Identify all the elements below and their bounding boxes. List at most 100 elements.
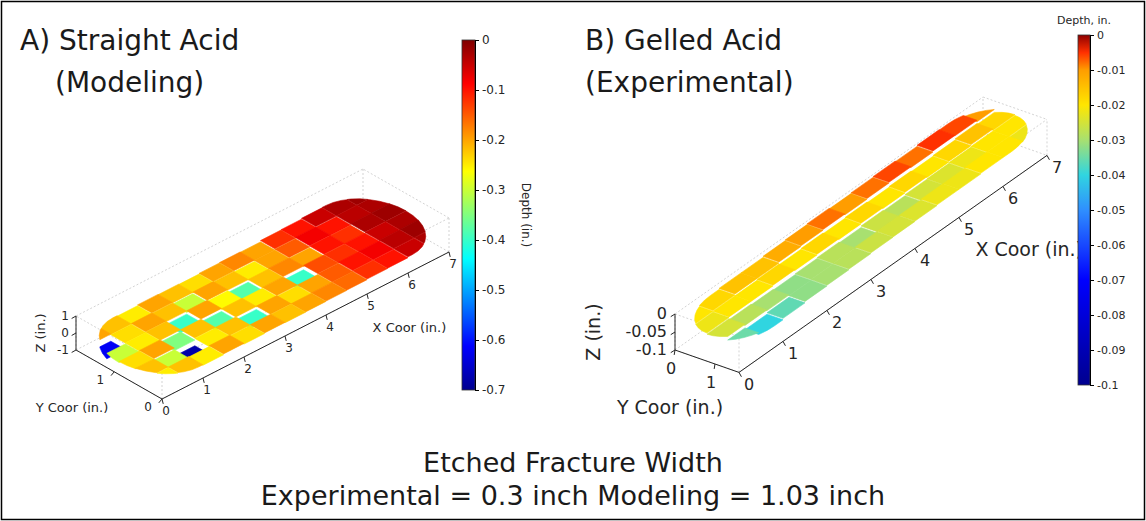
tick-mark [475, 390, 479, 391]
tick-label: 0 [61, 326, 69, 340]
axis-title: Y Coor (in.) [616, 396, 723, 418]
tick-label: 1 [61, 309, 69, 323]
tick-label: -0.6 [482, 333, 505, 347]
surface-cell [168, 357, 203, 373]
tick [783, 341, 785, 345]
tick-label: -0.1 [482, 83, 505, 97]
tick-label: 0 [144, 400, 152, 414]
box-edge [739, 336, 740, 372]
tick-label: 2 [832, 313, 842, 332]
colorbar-tick: -0.5 [475, 283, 505, 297]
box-edge [1047, 119, 1048, 155]
surface [695, 110, 1028, 341]
tick-mark [475, 340, 479, 341]
colorbar-tick: -0.05 [1090, 204, 1125, 217]
panel-title: A) Straight Acid [20, 24, 239, 57]
axis-title: Y Coor (in.) [35, 400, 109, 415]
tick-label: 1 [203, 383, 211, 397]
colorbar-tick: -0.2 [475, 133, 505, 147]
axes: 0123456701-101X Coor (in.)Y Coor (in.)Z … [33, 252, 457, 418]
tick [72, 316, 76, 318]
tick-label: -0.05 [626, 322, 667, 341]
frame [2, 2, 1145, 520]
axis-title: Z (in.) [582, 303, 604, 360]
tick [827, 310, 829, 314]
box-edge [739, 155, 1047, 372]
box [76, 169, 449, 399]
colorbar-tick: -0.01 [1090, 64, 1125, 77]
tick-label: 3 [876, 282, 886, 301]
tick-mark [1090, 35, 1094, 36]
tick-mark [1090, 70, 1094, 71]
figure: A) Straight Acid(Modeling)0123456701-101… [0, 0, 1146, 521]
panel-subtitle: (Modeling) [55, 66, 204, 99]
tick-label: 4 [920, 251, 930, 270]
tick-label: 0 [744, 375, 754, 394]
tick-mark [1090, 245, 1094, 246]
tick-label: 0 [657, 304, 667, 323]
box-edge [675, 350, 739, 372]
axis-title: X Coor (in.) [373, 320, 447, 335]
tick-label: -0.09 [1097, 344, 1125, 357]
panel: A) Straight Acid(Modeling)0123456701-101… [20, 24, 533, 418]
tick-label: -0.4 [482, 233, 505, 247]
tick-label: 4 [326, 320, 334, 334]
box-edge [363, 169, 364, 203]
axis-line [162, 252, 449, 399]
colorbar: 0-0.01-0.02-0.03-0.04-0.05-0.06-0.07-0.0… [1057, 14, 1125, 392]
tick-label: -0.04 [1097, 169, 1125, 182]
tick-label: 1 [788, 344, 798, 363]
tick-mark [475, 240, 479, 241]
tick-label: 2 [244, 362, 252, 376]
colorbar-axis-line [475, 41, 476, 391]
tick-label: -0.5 [482, 283, 505, 297]
tick-mark [475, 190, 479, 191]
box-edge [449, 218, 450, 252]
tick-label: 1 [706, 373, 716, 392]
box-edge [675, 133, 983, 350]
tick-mark [475, 140, 479, 141]
axis-line [739, 155, 1047, 372]
panel-subtitle: (Experimental) [585, 66, 794, 99]
tick-label: -0.2 [482, 133, 505, 147]
tick [959, 217, 961, 221]
colorbar-tick: -0.7 [475, 383, 505, 397]
axis-title: X Coor (in.) [975, 238, 1083, 260]
colorbar-tick: -0.4 [475, 233, 505, 247]
tick-label: 0 [666, 359, 676, 378]
surface-cell [767, 297, 805, 318]
tick [1047, 155, 1049, 159]
colorbar-tick: 0 [1090, 29, 1104, 42]
box-edge [162, 218, 449, 365]
tick [671, 314, 675, 317]
tick [915, 248, 917, 252]
box-edge [76, 169, 363, 316]
box-edge [76, 203, 363, 350]
tick [871, 279, 873, 283]
colorbar-tick: -0.04 [1090, 169, 1125, 182]
colorbar-axis: 0-0.01-0.02-0.03-0.04-0.05-0.06-0.07-0.0… [1090, 29, 1125, 392]
colorbar-tick: -0.02 [1090, 99, 1125, 112]
tick-label: 6 [1008, 189, 1018, 208]
axis-title: Z (in.) [33, 313, 48, 352]
tick-label: 0 [1097, 29, 1104, 42]
colorbar-tick: -0.08 [1090, 309, 1125, 322]
tick-mark [1090, 140, 1094, 141]
colorbar-tick: -0.6 [475, 333, 505, 347]
tick [72, 350, 76, 352]
tick-mark [1090, 385, 1094, 386]
box-edge [162, 252, 449, 399]
surface-cell [99, 329, 111, 340]
tick [739, 372, 741, 376]
colorbar-tick: -0.1 [1090, 379, 1118, 392]
tick-mark [1090, 350, 1094, 351]
tick-mark [475, 40, 479, 41]
caption: Experimental = 0.3 inch Modeling = 1.03 … [261, 480, 885, 511]
tick [72, 333, 76, 335]
surface-cell [728, 328, 759, 340]
tick-label: -0.06 [1097, 239, 1125, 252]
tick-mark [1090, 175, 1094, 176]
colorbar-tick: 0 [475, 33, 490, 47]
tick-mark [475, 290, 479, 291]
tick-label: -0.02 [1097, 99, 1125, 112]
